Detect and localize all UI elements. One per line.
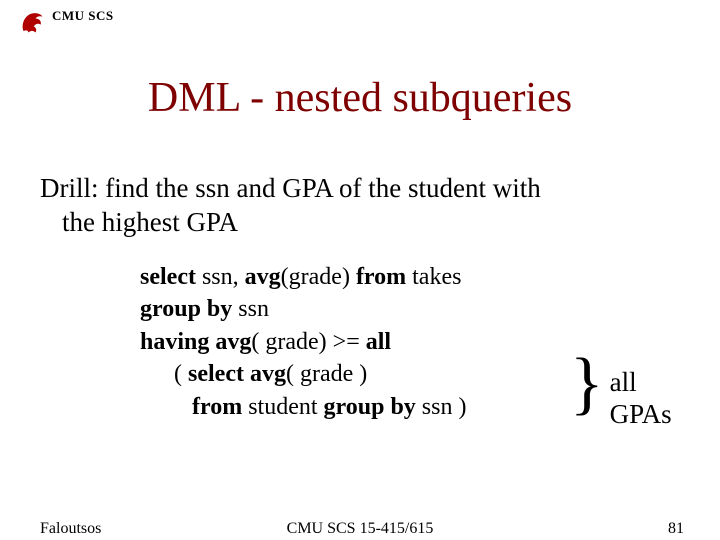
header-label: CMU SCS (52, 8, 114, 24)
drill-line-2: the highest GPA (62, 206, 670, 240)
annotation-text: all GPAs (610, 366, 672, 431)
footer-page-number: 81 (668, 520, 684, 538)
drill-line-1: Drill: find the ssn and GPA of the stude… (40, 173, 541, 203)
annotation-line-2: GPAs (610, 399, 672, 429)
drill-prompt: Drill: find the ssn and GPA of the stude… (40, 172, 670, 240)
brace-annotation: } all GPAs (570, 352, 672, 417)
cmu-dragon-icon (18, 8, 46, 36)
query-line: select ssn, avg(grade) from takes (140, 261, 466, 293)
query-line: ( select avg( grade ) (140, 358, 466, 390)
slide-title: DML - nested subqueries (0, 74, 720, 122)
sql-query-block: select ssn, avg(grade) from takesgroup b… (140, 261, 466, 423)
query-line: from student group by ssn ) (140, 391, 466, 423)
footer-course: CMU SCS 15-415/615 (0, 520, 720, 538)
annotation-line-1: all (610, 367, 637, 397)
query-line: group by ssn (140, 293, 466, 325)
right-brace-icon: } (570, 356, 604, 412)
query-line: having avg( grade) >= all (140, 326, 466, 358)
slide-header: CMU SCS (18, 8, 114, 36)
